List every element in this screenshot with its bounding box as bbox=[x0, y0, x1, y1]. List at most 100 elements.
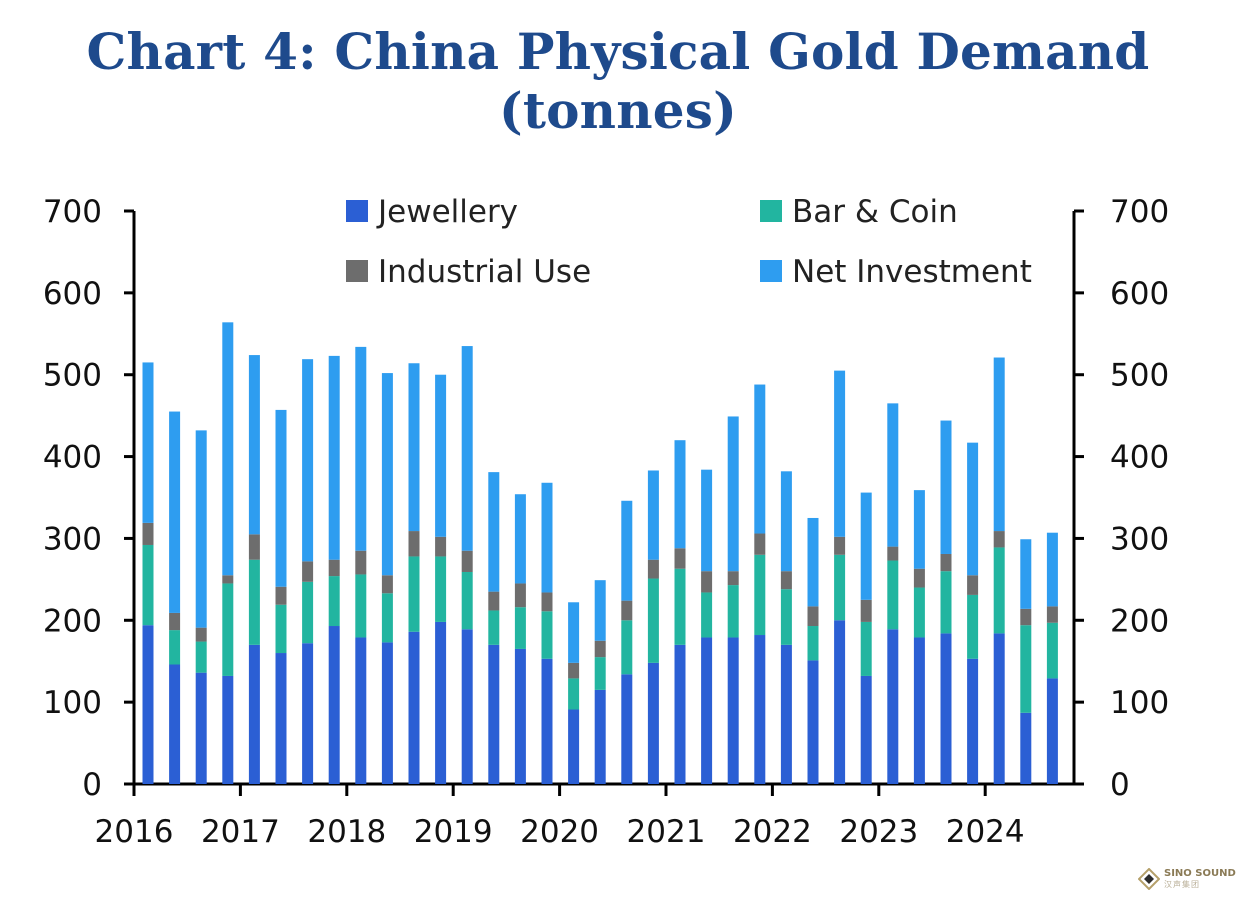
x-tick-label: 2017 bbox=[201, 814, 280, 850]
bar-bar-coin bbox=[807, 626, 819, 661]
bar-industrial-use bbox=[488, 591, 500, 611]
bar-jewellery bbox=[621, 674, 633, 784]
bar-bar-coin bbox=[408, 556, 420, 632]
bar-jewellery bbox=[701, 637, 713, 784]
y-tick-label-left: 700 bbox=[43, 194, 102, 230]
bar-bar-coin bbox=[461, 571, 473, 630]
bar-industrial-use bbox=[807, 606, 819, 627]
chart-title: Chart 4: China Physical Gold Demand (ton… bbox=[86, 22, 1150, 140]
bar-bar-coin bbox=[355, 574, 367, 638]
bar-industrial-use bbox=[355, 550, 367, 575]
bar-net-investment bbox=[727, 416, 739, 572]
bar-industrial-use bbox=[647, 559, 659, 579]
bar-industrial-use bbox=[142, 522, 154, 545]
bar-net-investment bbox=[222, 322, 234, 576]
bar-jewellery bbox=[780, 644, 792, 784]
legend-swatch-industrial-use bbox=[346, 260, 368, 282]
y-tick-label-right: 700 bbox=[1110, 194, 1169, 230]
bar-bar-coin bbox=[913, 587, 925, 638]
legend-swatch-net-investment bbox=[760, 260, 782, 282]
bar-industrial-use bbox=[1020, 608, 1032, 626]
legend-label-jewellery: Jewellery bbox=[376, 194, 518, 230]
y-tick-label-left: 500 bbox=[43, 358, 102, 394]
bar-jewellery bbox=[568, 709, 580, 784]
bar-net-investment bbox=[967, 442, 979, 576]
bar-jewellery bbox=[435, 621, 447, 784]
watermark-subtext: 汉声集团 bbox=[1164, 880, 1200, 889]
y-tick-label-left: 300 bbox=[43, 521, 102, 557]
bar-bar-coin bbox=[302, 581, 314, 644]
bar-industrial-use bbox=[275, 586, 287, 605]
legend: Jewellery Bar & Coin Industrial Use Net Inv… bbox=[346, 194, 1032, 290]
bar-industrial-use bbox=[940, 553, 952, 572]
y-tick-label-right: 500 bbox=[1110, 358, 1169, 394]
legend-label-industrial-use: Industrial Use bbox=[378, 254, 591, 290]
bar-net-investment bbox=[780, 471, 792, 572]
y-tick-label-left: 400 bbox=[43, 440, 102, 476]
bar-bar-coin bbox=[381, 593, 393, 643]
bar-industrial-use bbox=[328, 559, 340, 577]
x-tick-label: 2021 bbox=[627, 814, 706, 850]
bar-bar-coin bbox=[488, 610, 500, 645]
bar-net-investment bbox=[568, 602, 580, 663]
bar-jewellery bbox=[754, 635, 766, 784]
x-tick-label: 2020 bbox=[520, 814, 599, 850]
bar-bar-coin bbox=[967, 594, 979, 659]
watermark-logo: SINO SOUND 汉声集团 bbox=[1138, 868, 1236, 890]
bar-industrial-use bbox=[887, 546, 899, 561]
bar-jewellery bbox=[408, 631, 420, 784]
bar-jewellery bbox=[541, 658, 553, 784]
legend-label-net-investment: Net Investment bbox=[792, 254, 1032, 290]
bar-industrial-use bbox=[754, 533, 766, 555]
bar-bar-coin bbox=[727, 585, 739, 638]
bar-bar-coin bbox=[887, 560, 899, 630]
bar-jewellery bbox=[222, 675, 234, 784]
legend-swatch-bar-coin bbox=[760, 200, 782, 222]
bar-net-investment bbox=[647, 470, 659, 560]
bar-bar-coin bbox=[647, 578, 659, 663]
bar-jewellery bbox=[461, 629, 473, 784]
bar-net-investment bbox=[1046, 532, 1058, 607]
bar-net-investment bbox=[1020, 539, 1032, 609]
y-tick-label-right: 300 bbox=[1110, 521, 1169, 557]
bar-net-investment bbox=[381, 373, 393, 576]
bar-bar-coin bbox=[594, 657, 606, 690]
bar-net-investment bbox=[807, 517, 819, 607]
bar-bar-coin bbox=[621, 620, 633, 675]
x-tick-label: 2018 bbox=[307, 814, 386, 850]
diamond-logo-icon bbox=[1138, 868, 1160, 890]
bar-industrial-use bbox=[621, 600, 633, 621]
bar-bar-coin bbox=[1020, 625, 1032, 713]
y-tick-label-right: 100 bbox=[1110, 685, 1169, 721]
bar-net-investment bbox=[275, 409, 287, 587]
bar-industrial-use bbox=[913, 568, 925, 588]
bar-net-investment bbox=[860, 492, 872, 600]
bar-bar-coin bbox=[568, 678, 580, 710]
x-tick-label: 2024 bbox=[946, 814, 1025, 850]
bar-net-investment bbox=[940, 420, 952, 554]
bar-bar-coin bbox=[248, 559, 260, 645]
bar-net-investment bbox=[302, 359, 314, 562]
legend-label-bar-coin: Bar & Coin bbox=[792, 194, 958, 230]
bar-industrial-use bbox=[834, 536, 846, 555]
bar-jewellery bbox=[248, 644, 260, 784]
bar-net-investment bbox=[514, 494, 526, 584]
bar-jewellery bbox=[328, 626, 340, 784]
bar-industrial-use bbox=[860, 599, 872, 622]
bar-net-investment bbox=[435, 374, 447, 537]
bar-industrial-use bbox=[408, 531, 420, 557]
x-tick-label: 2022 bbox=[733, 814, 812, 850]
y-tick-label-left: 200 bbox=[43, 603, 102, 639]
y-tick-label-right: 600 bbox=[1110, 276, 1169, 312]
bar-industrial-use bbox=[967, 575, 979, 595]
bar-net-investment bbox=[195, 430, 207, 628]
bar-bar-coin bbox=[275, 604, 287, 654]
bar-jewellery bbox=[169, 664, 181, 784]
bar-jewellery bbox=[1046, 678, 1058, 784]
bar-net-investment bbox=[993, 357, 1005, 532]
bar-jewellery bbox=[860, 675, 872, 784]
bar-jewellery bbox=[887, 629, 899, 784]
bar-jewellery bbox=[275, 653, 287, 784]
